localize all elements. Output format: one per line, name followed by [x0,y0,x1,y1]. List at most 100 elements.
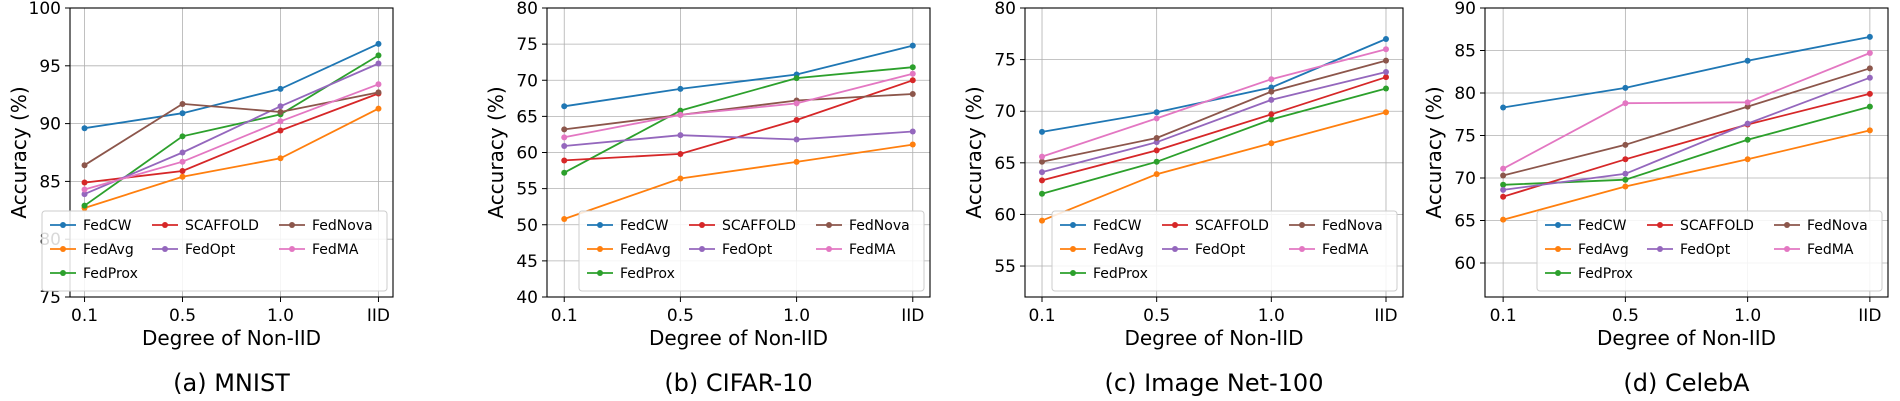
chart-panel-4: 60 65 70 75 80 85 90 0.1 0.5 1.0 IID Degree of Non-… [1422,0,1889,397]
data-point-fedcw [277,85,284,92]
legend-label-fedcw: FedCW [1093,218,1142,234]
data-point-fedopt [909,128,916,135]
legend-label-scaffold: SCAFFOLD [1195,218,1269,234]
data-point-fednova [277,109,284,116]
series-line-scaffold [1041,76,1387,182]
data-point-fedma [277,118,284,125]
data-point-fednova [1039,158,1046,165]
legend-label-scaffold: SCAFFOLD [1680,218,1754,234]
data-point-fedcw [1382,35,1389,42]
legend-marker-fednova [1299,222,1305,228]
legend-marker-scaffold [699,222,705,228]
legend-label-fedcw: FedCW [83,218,132,234]
y-tick-label: 80 [1454,84,1476,104]
x-tick-label: IID [1374,306,1397,326]
series-line-fedavg [84,107,379,209]
data-point-fedcw [1622,84,1629,91]
legend-label-fednova: FedNova [849,218,910,234]
data-point-fedprox [793,75,800,82]
data-point-fednova [1500,172,1507,179]
legend-label-fednova: FedNova [1322,218,1383,234]
y-tick-label: 40 [516,288,538,308]
data-point-fedma [1268,76,1275,83]
data-point-fedma [81,186,88,193]
data-point-fedprox [1744,136,1751,143]
data-point-fedcw [561,103,568,110]
data-point-fedopt [677,132,684,139]
legend-marker-fedma [1299,246,1305,252]
series-line-fedma [1502,52,1871,170]
data-point-fednova [1622,141,1629,148]
legend-marker-scaffold [1172,222,1178,228]
series-line-fedcw [1502,36,1871,109]
y-tick-label: 55 [516,180,538,200]
legend-label-fedavg: FedAvg [83,242,134,258]
series-line-fedprox [1041,87,1387,195]
data-point-fedcw [1500,104,1507,111]
data-point-fedma [909,70,916,77]
x-tick-label: IID [367,306,390,326]
x-tick-label: 0.1 [1028,306,1055,326]
data-point-fedma [1382,46,1389,53]
legend-marker-fedma [289,246,295,252]
plot-frame [546,7,931,298]
data-point-fedavg [1153,171,1160,178]
legend-label-fedopt: FedOpt [722,242,773,258]
data-point-fedprox [81,202,88,209]
chart-caption: (a) MNIST [173,369,290,397]
legend: FedCW SCAFFOLD FedNova FedAvg FedOpt FedMA Fed… [1051,210,1398,292]
series-line-fedcw [1041,38,1387,133]
legend-marker-fedavg [1070,246,1076,252]
series-line-fedma [84,83,379,191]
data-point-fedma [1039,153,1046,160]
series-line-scaffold [84,92,379,184]
data-point-fedma [1744,99,1751,106]
series-line-fedavg [563,143,913,220]
series-line-fedopt [564,130,913,147]
data-point-scaffold [677,150,684,157]
legend-marker-fedopt [1657,246,1663,252]
data-point-fedprox [1268,116,1275,123]
y-tick-label: 65 [994,154,1016,174]
data-point-fedavg [1039,217,1046,224]
plot-frame [1484,7,1889,298]
data-point-fedopt [793,136,800,143]
y-tick-label: 50 [516,216,538,236]
data-point-fedprox [909,64,916,71]
legend-marker-fedcw [60,222,66,228]
legend-marker-fedcw [1070,222,1076,228]
data-point-fedcw [1744,57,1751,64]
data-point-fedavg [909,141,916,148]
data-point-fedopt [1744,120,1751,127]
data-point-fedopt [375,60,382,67]
data-point-fedma [677,111,684,118]
data-point-fednova [375,89,382,96]
legend-box [1536,210,1883,292]
legend: FedCW SCAFFOLD FedNova FedAvg FedOpt FedMA Fed… [1536,210,1883,292]
x-axis-label: Degree of Non-IID [1124,326,1303,350]
data-point-fedopt [1500,186,1507,193]
data-point-fedavg [1268,140,1275,147]
data-point-fedavg [1500,216,1507,223]
series-line-fedma [1041,48,1387,158]
data-point-fedma [1500,165,1507,172]
data-point-fedcw [1153,109,1160,116]
legend-marker-fedprox [597,270,603,276]
legend-label-scaffold: SCAFFOLD [722,218,796,234]
data-point-fednova [1268,88,1275,95]
y-tick-label: 75 [994,51,1016,71]
data-point-scaffold [81,179,88,186]
x-tick-label: 0.1 [71,306,98,326]
data-point-fedopt [81,191,88,198]
data-point-fedprox [179,133,186,140]
x-tick-label: 0.5 [667,306,694,326]
x-tick-label: IID [1858,306,1881,326]
y-tick-label: 75 [1454,127,1476,147]
x-tick-label: 1.0 [1258,306,1285,326]
legend-label-fedopt: FedOpt [1680,242,1731,258]
y-tick-label: 70 [1454,169,1476,189]
legend-marker-fedma [826,246,832,252]
data-point-fednova [1744,103,1751,110]
data-point-fedavg [1382,109,1389,116]
